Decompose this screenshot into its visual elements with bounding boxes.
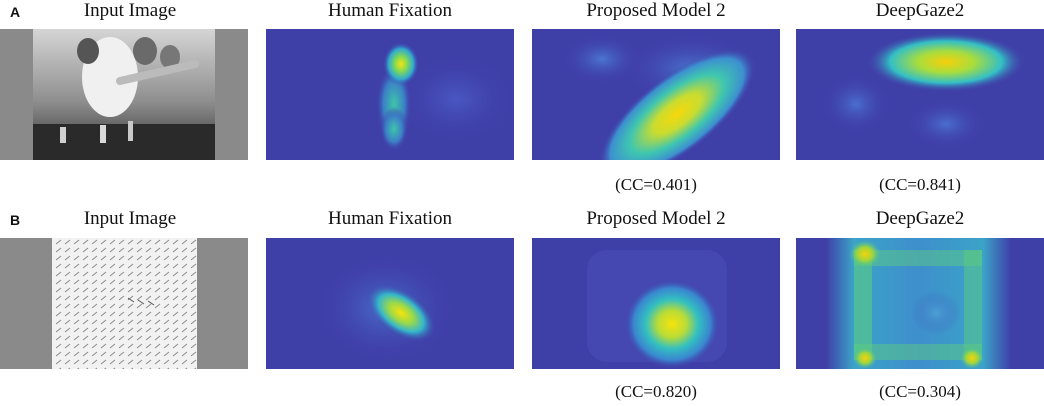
row-b: B Input Image Human Fixation Proposed Mo… (0, 205, 1044, 405)
title-proposed-model-b: Proposed Model 2 (586, 208, 726, 229)
title-input-image-a: Input Image (83, 0, 177, 21)
heatmap-icon (796, 29, 1044, 160)
heatmap-icon (532, 238, 780, 369)
photo-thumbnail-icon (0, 29, 248, 160)
cc-proposed-model-a: (CC=0.401) (615, 175, 697, 194)
title-input-image-b: Input Image (83, 208, 177, 229)
cc-deepgaze-b: (CC=0.304) (879, 382, 961, 401)
heatmap-human-fixation-b (266, 238, 514, 369)
heatmap-proposed-model-b (532, 238, 780, 369)
heatmap-icon (266, 238, 514, 369)
visual-search-stimulus-icon (0, 238, 248, 369)
heatmap-proposed-model-a (532, 29, 780, 160)
title-human-fixation-a: Human Fixation (327, 0, 453, 21)
title-deepgaze-b: DeepGaze2 (875, 208, 965, 229)
heatmap-human-fixation-a (266, 29, 514, 160)
cc-proposed-model-b: (CC=0.820) (615, 382, 697, 401)
panel-label-a: A (10, 4, 21, 20)
heatmap-icon (796, 238, 1044, 369)
heatmap-icon (532, 29, 780, 160)
heatmap-deepgaze-a (796, 29, 1044, 160)
cc-deepgaze-a: (CC=0.841) (879, 175, 961, 194)
title-proposed-model-a: Proposed Model 2 (586, 0, 726, 21)
title-human-fixation-b: Human Fixation (327, 208, 453, 229)
row-a: A Input Image Human Fixation Proposed Mo… (0, 0, 1044, 200)
panel-label-b: B (10, 212, 21, 228)
input-search-stimulus-b (0, 238, 248, 369)
heatmap-icon (266, 29, 514, 160)
heatmap-deepgaze-b (796, 238, 1044, 369)
title-deepgaze-a: DeepGaze2 (875, 0, 965, 21)
input-photo-a (0, 29, 248, 160)
